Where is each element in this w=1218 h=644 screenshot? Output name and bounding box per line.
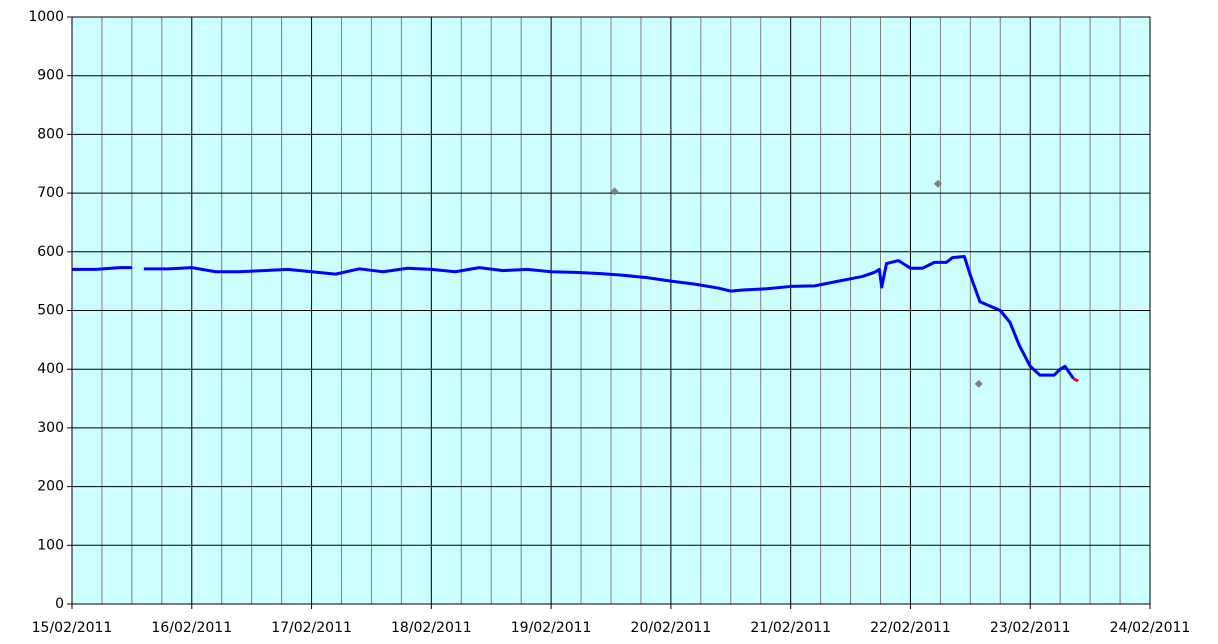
point	[933, 179, 942, 188]
y-tick-label: 900	[37, 68, 64, 84]
x-tick-label: 22/02/2011	[870, 620, 951, 636]
plot-border	[71, 16, 1151, 605]
x-tick-label: 20/02/2011	[631, 620, 712, 636]
y-tick-label: 500	[37, 303, 64, 319]
y-tick-label: 700	[37, 185, 64, 201]
x-tick-label: 21/02/2011	[750, 620, 831, 636]
y-tick-label: 100	[37, 537, 64, 553]
y-tick-label: 1000	[28, 9, 64, 25]
x-tick-label: 16/02/2011	[151, 620, 232, 636]
line	[72, 254, 1075, 380]
y-tick-label: 200	[37, 479, 64, 495]
y-tick-label: 300	[37, 420, 64, 436]
y-tick-label: 800	[37, 126, 64, 142]
point	[974, 379, 983, 388]
line	[1072, 377, 1079, 383]
x-tick-label: 19/02/2011	[511, 620, 592, 636]
y-tick-label: 600	[37, 244, 64, 260]
point	[610, 187, 619, 196]
y-tick-label: 0	[55, 596, 64, 612]
x-tick-label: 24/02/2011	[1110, 620, 1191, 636]
x-tick-label: 15/02/2011	[32, 620, 113, 636]
x-tick-label: 17/02/2011	[271, 620, 352, 636]
x-tick-label: 18/02/2011	[391, 620, 472, 636]
x-tick-label: 23/02/2011	[990, 620, 1071, 636]
y-tick-label: 400	[37, 361, 64, 377]
